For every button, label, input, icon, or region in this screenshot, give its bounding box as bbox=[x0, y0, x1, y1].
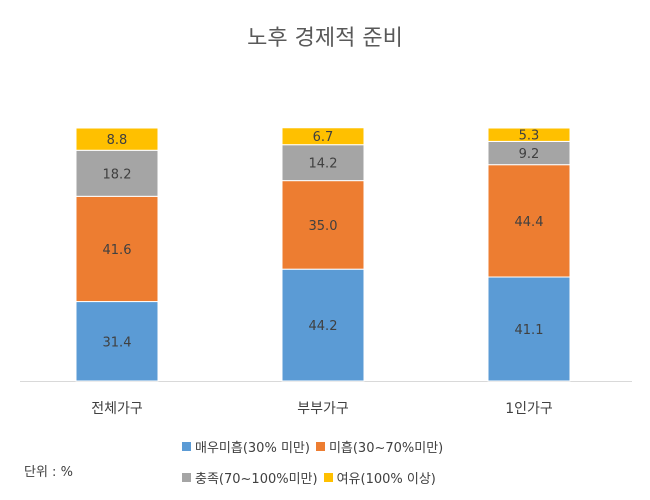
legend-item: 여유(100% 이상) bbox=[323, 468, 436, 487]
data-label: 44.4 bbox=[515, 215, 544, 230]
data-label: 31.4 bbox=[103, 335, 132, 350]
legend-item: 매우미흡(30% 미만) bbox=[182, 437, 310, 456]
data-label: 8.8 bbox=[107, 133, 128, 148]
legend-swatch bbox=[182, 442, 191, 451]
legend-item: 충족(70~100%미만) bbox=[182, 468, 318, 487]
category-label: 부부가구 bbox=[297, 401, 349, 417]
unit-note: 단위 : % bbox=[24, 465, 73, 480]
legend-item: 미흡(30~70%미만) bbox=[315, 437, 444, 456]
bar-segment bbox=[75, 127, 159, 151]
bar-segment bbox=[281, 180, 365, 270]
data-label: 14.2 bbox=[309, 157, 338, 172]
legend-label: 매우미흡(30% 미만) bbox=[195, 441, 310, 456]
data-label: 44.2 bbox=[309, 319, 338, 334]
legend-swatch bbox=[323, 473, 333, 482]
bar-segment bbox=[487, 276, 571, 382]
legend-label: 충족(70~100%미만) bbox=[195, 472, 318, 487]
bar-segment bbox=[281, 127, 365, 146]
data-label: 35.0 bbox=[309, 219, 338, 234]
bar-segment bbox=[75, 301, 159, 382]
legend-label: 미흡(30~70%미만) bbox=[328, 441, 444, 456]
category-label: 1인가구 bbox=[505, 401, 553, 417]
data-label: 9.2 bbox=[519, 147, 540, 162]
legend-swatch bbox=[182, 473, 191, 482]
data-label: 18.2 bbox=[103, 167, 132, 182]
chart-title: 노후 경제적 준비 bbox=[247, 26, 403, 51]
data-label: 6.7 bbox=[313, 130, 334, 145]
legend-row-2: 충족(70~100%미만) 여유(100% 이상) bbox=[182, 468, 442, 487]
bar-segment bbox=[75, 195, 159, 303]
category-label: 전체가구 bbox=[91, 401, 143, 417]
legend-swatch bbox=[315, 442, 325, 451]
bar-segment bbox=[487, 127, 571, 142]
bar-segment bbox=[487, 164, 571, 278]
legend-label: 여유(100% 이상) bbox=[336, 472, 436, 487]
data-label: 5.3 bbox=[519, 129, 540, 144]
legend-row-1: 매우미흡(30% 미만) 미흡(30~70%미만) bbox=[182, 437, 449, 456]
data-label: 41.1 bbox=[515, 323, 544, 338]
bar-segment bbox=[281, 268, 365, 382]
bar-segment bbox=[281, 144, 365, 182]
data-label: 41.6 bbox=[103, 243, 132, 258]
